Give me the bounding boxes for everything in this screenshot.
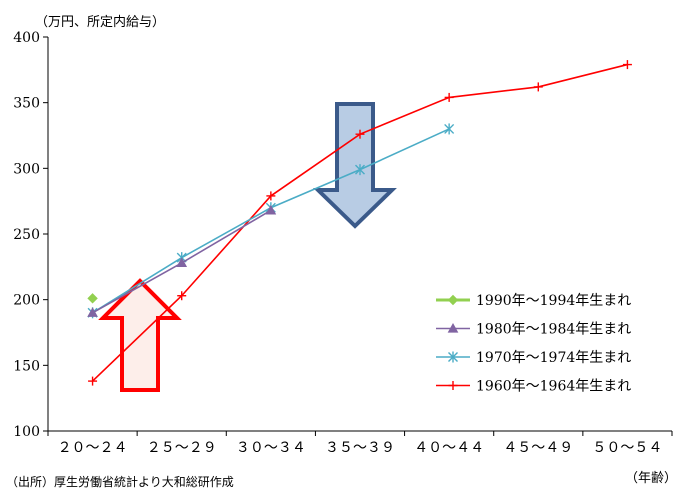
x-tick-label: ４０～４４ xyxy=(414,440,484,456)
data-point-star xyxy=(444,123,455,135)
axes xyxy=(43,36,673,436)
y-tick-label: 250 xyxy=(13,227,40,243)
legend-label: 1980年～1984年生まれ xyxy=(476,322,631,338)
legend: 1990年～1994年生まれ 1980年～1984年生まれ 1970年～1974年生… xyxy=(436,293,631,395)
y-tick-label: 350 xyxy=(13,96,40,112)
x-tick-label: ２０～２４ xyxy=(58,440,128,456)
series-lines xyxy=(87,60,632,386)
data-point-triangle xyxy=(265,204,277,215)
y-tick-label: 150 xyxy=(13,358,40,374)
legend-label: 1990年～1994年生まれ xyxy=(476,293,631,309)
y-tick-label: 200 xyxy=(13,293,40,309)
x-tick-label: ４５～４９ xyxy=(503,440,573,456)
legend-label: 1970年～1974年生まれ xyxy=(476,350,631,366)
data-point-triangle xyxy=(447,322,459,333)
data-point-plus xyxy=(266,191,276,201)
data-point-triangle xyxy=(176,257,188,267)
y-tick-label: 400 xyxy=(13,30,40,46)
data-point-plus xyxy=(177,291,187,301)
x-tick-label: ５０～５４ xyxy=(592,440,662,456)
data-point-star xyxy=(355,164,365,176)
down-arrow xyxy=(313,102,397,229)
y-tick-labels: 100 150 200 250 300 350 400 xyxy=(13,30,40,440)
x-tick-labels: ２０～２４ ２５～２９ ３０～３４ ３５～３９ ４０～４４ ４５～４９ ５０～５４ xyxy=(58,440,663,456)
data-point-plus xyxy=(444,92,454,102)
data-point-plus xyxy=(622,60,632,70)
data-point-plus xyxy=(533,82,543,92)
x-tick-label: ３０～３４ xyxy=(236,440,306,456)
legend-label: 1960年～1964年生まれ xyxy=(476,379,631,395)
y-tick-label: 100 xyxy=(13,424,40,440)
source-note: （出所）厚生労働省統計より大和総研作成 xyxy=(6,474,234,489)
x-tick-label: ３５～３９ xyxy=(325,440,395,456)
data-point-star xyxy=(448,351,458,363)
y-unit-label: （万円、所定内給与） xyxy=(35,14,165,30)
data-point-plus xyxy=(355,129,365,139)
y-tick-label: 300 xyxy=(13,161,40,177)
data-point-diamond xyxy=(87,293,98,304)
trend-arrows xyxy=(98,102,397,392)
data-point-plus xyxy=(448,381,458,390)
x-tick-label: ２５～２９ xyxy=(147,440,217,456)
data-point-diamond xyxy=(447,294,459,306)
data-point-plus xyxy=(88,376,98,386)
data-point-triangle xyxy=(87,307,98,317)
x-unit-label: （年齢） xyxy=(625,471,675,486)
